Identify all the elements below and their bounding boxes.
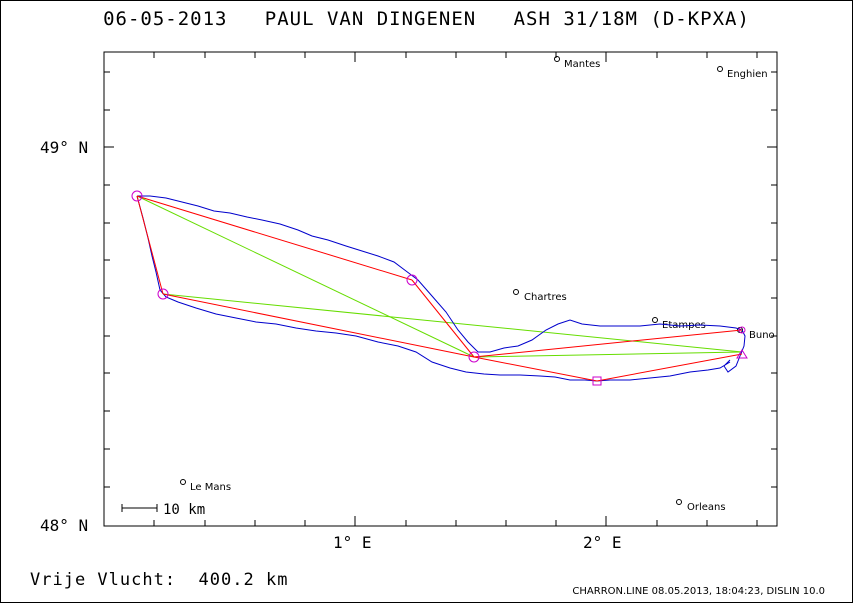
svg-text:Mantes: Mantes <box>564 59 600 70</box>
free-distance: Vrije Vlucht: 400.2 km <box>30 570 288 590</box>
pilot-name: PAUL VAN DINGENEN <box>264 8 477 30</box>
scale-bar-label: 10 km <box>163 502 205 518</box>
town-le-mans: Le Mans <box>180 479 231 493</box>
free-distance-label: Vrije Vlucht: <box>30 570 177 590</box>
lon-label-1: 1° E <box>333 533 372 552</box>
turnpoints <box>131 190 748 386</box>
lat-label-48: 48° N <box>40 516 88 535</box>
right-ticks <box>767 71 777 488</box>
glider-id: ASH 31/18M (D-KPXA) <box>513 8 750 30</box>
scale-bar: 10 km <box>121 502 205 518</box>
town-mantes: Mantes <box>554 56 600 70</box>
turnpoint-4 <box>592 376 602 386</box>
map-border <box>103 51 778 527</box>
svg-text:Orleans: Orleans <box>687 502 726 513</box>
free-distance-value: 400.2 km <box>198 570 289 590</box>
town-orleans: Orleans <box>676 499 726 513</box>
flight-track <box>136 195 746 382</box>
town-enghien: Enghien <box>717 66 768 80</box>
town-chartres: Chartres <box>513 289 567 303</box>
alt-legs <box>136 195 743 358</box>
lon-label-2: 2° E <box>583 533 622 552</box>
towns: Mantes Enghien Chartres Etampes Buno Le … <box>180 56 775 513</box>
svg-text:Le Mans: Le Mans <box>190 482 231 493</box>
turnpoint-2 <box>406 274 418 286</box>
credits: CHARRON.LINE 08.05.2013, 18:04:23, DISLI… <box>572 586 825 597</box>
turnpoint-3 <box>468 351 480 363</box>
svg-text:Buno: Buno <box>749 330 775 341</box>
turnpoint-finish <box>736 349 748 359</box>
lat-label-49: 49° N <box>40 138 88 157</box>
left-ticks <box>104 71 114 488</box>
svg-text:Chartres: Chartres <box>524 292 567 303</box>
town-buno: Buno <box>737 327 775 341</box>
flight-date: 06-05-2013 <box>103 8 228 30</box>
svg-text:Enghien: Enghien <box>727 69 768 80</box>
bottom-ticks <box>153 516 758 526</box>
turnpoint-start <box>131 190 143 202</box>
top-ticks <box>153 52 758 62</box>
turnpoint-1 <box>157 288 169 300</box>
flight-title: 06-05-2013 PAUL VAN DINGENEN ASH 31/18M … <box>0 8 853 30</box>
task-legs <box>136 195 743 382</box>
turnpoint-5 <box>738 326 746 334</box>
